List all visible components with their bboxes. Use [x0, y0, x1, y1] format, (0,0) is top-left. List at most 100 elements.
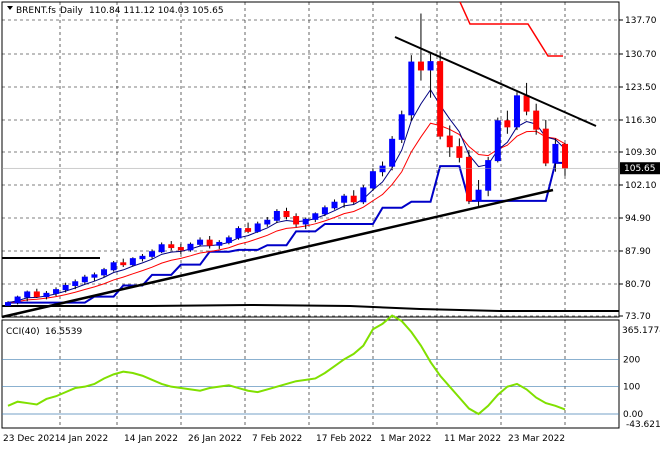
price-axis: 137.70 130.70 123.50 116.30 109.30 102.10 94.9…: [619, 16, 657, 322]
candle-down: [33, 291, 40, 298]
candle-up: [225, 237, 232, 243]
candle-up: [158, 244, 165, 253]
candle-up: [398, 114, 405, 140]
time-tick-label: 7 Feb 2022: [252, 434, 302, 444]
candles-group: [5, 13, 568, 307]
candle-up: [254, 223, 261, 232]
price-tick-label: 102.10: [625, 181, 657, 191]
candle-up: [43, 292, 50, 298]
candle-up: [485, 160, 492, 191]
candle-up: [389, 138, 396, 167]
candle-up: [475, 189, 482, 202]
candle-down: [446, 135, 453, 148]
kijun-line: [8, 161, 565, 304]
candle-up: [5, 302, 11, 306]
candle-up: [331, 201, 338, 209]
candle-up: [302, 218, 309, 225]
ma-fast-line: [7, 88, 566, 304]
candle-up: [81, 276, 88, 283]
price-tick-label: 80.70: [625, 280, 651, 290]
candle-up: [14, 296, 21, 304]
time-tick-label: 23 Mar 2022: [508, 434, 565, 444]
main-plot-frame: [1, 1, 620, 318]
symbol-label: BRENT.fs: [16, 6, 56, 16]
candle-up: [494, 120, 501, 162]
candle-down: [523, 95, 530, 112]
ma-slow-line: [2, 303, 619, 312]
candle-up: [110, 262, 117, 271]
collapse-triangle-icon[interactable]: [7, 6, 13, 10]
horizontal-grid: [2, 19, 619, 317]
candle-up: [91, 274, 98, 278]
price-tick-label: 73.70: [625, 312, 651, 322]
cci-level-label: 200: [623, 355, 640, 365]
candle-up: [129, 258, 136, 266]
candle-up: [139, 255, 146, 260]
candle-down: [456, 146, 463, 158]
candle-up: [312, 213, 319, 220]
candle-up: [216, 241, 223, 246]
candle-up: [62, 284, 69, 291]
candle-up: [552, 143, 559, 164]
candle-up: [427, 61, 434, 71]
cci-level-label: 100: [623, 383, 640, 393]
cci-level-label: 0.00: [623, 410, 643, 420]
timeframe-label: Daily: [60, 6, 83, 16]
price-tick-label: 116.30: [625, 116, 657, 126]
candle-up: [235, 228, 242, 239]
cci-name-label: CCI(40): [6, 327, 40, 337]
candle-down: [562, 143, 568, 169]
cci-line: [7, 314, 566, 416]
candle-up: [101, 269, 108, 276]
candle-down: [283, 210, 290, 218]
cci-value-label: 16.5539: [45, 327, 82, 337]
candle-down: [293, 216, 300, 225]
candle-up: [187, 243, 194, 251]
time-tick-label: 23 Dec 2021: [3, 434, 61, 444]
time-axis: 23 Dec 2021 4 Jan 2022 14 Jan 2022 26 Jan 2…: [3, 434, 565, 444]
ohlc-readout: 110.84 111.12 104.03 105.65: [89, 6, 224, 16]
time-tick-label: 17 Feb 2022: [316, 434, 372, 444]
candle-up: [321, 207, 328, 215]
candle-down: [120, 262, 127, 266]
cci-levels: 200 100 0.00: [2, 355, 643, 420]
candle-down: [168, 244, 175, 249]
cci-plot-frame: [1, 319, 620, 429]
price-tick-label: 137.70: [625, 16, 657, 26]
candle-down: [417, 61, 424, 71]
candle-up: [149, 251, 156, 257]
vertical-grid: [59, 2, 566, 428]
candle-down: [504, 120, 511, 128]
time-tick-label: 4 Jan 2022: [60, 434, 108, 444]
price-tick-label: 94.90: [625, 214, 651, 224]
triangle-lower-trendline[interactable]: [1, 188, 554, 319]
candle-down: [437, 61, 444, 137]
time-tick-label: 14 Jan 2022: [124, 434, 178, 444]
candle-up: [273, 210, 280, 221]
price-tick-label: 123.50: [625, 83, 657, 93]
candle-up: [53, 289, 60, 294]
candle-up: [408, 61, 415, 116]
candle-up: [72, 281, 79, 286]
candle-down: [465, 156, 472, 202]
last-price-label: 105.65: [624, 164, 656, 174]
triangle-upper-trendline[interactable]: [394, 36, 597, 127]
price-tick-label: 130.70: [625, 50, 657, 60]
candle-up: [369, 171, 376, 189]
candle-down: [350, 195, 357, 203]
ma-mid-line: [7, 122, 566, 304]
candle-down: [177, 247, 184, 251]
last-price-box: [620, 162, 660, 175]
candle-up: [264, 219, 271, 225]
time-tick-label: 26 Jan 2022: [188, 434, 242, 444]
price-tick-label: 87.90: [625, 247, 651, 257]
candle-up: [341, 195, 348, 203]
candle-down: [533, 110, 540, 130]
time-tick-label: 11 Mar 2022: [444, 434, 501, 444]
candle-up: [379, 165, 386, 173]
candle-up: [24, 291, 31, 298]
candle-up: [360, 187, 367, 203]
